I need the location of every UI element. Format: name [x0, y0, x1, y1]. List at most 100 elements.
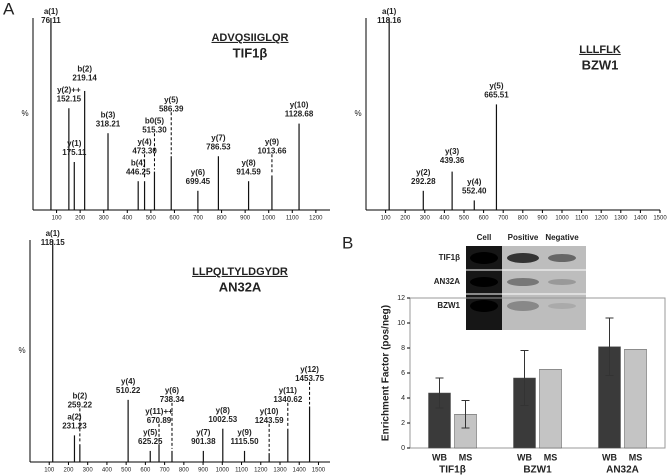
peak-mz: 231.23: [62, 421, 87, 430]
peak-mz: 1340.62: [273, 395, 302, 404]
peak-name: y(7): [196, 428, 211, 437]
x-tick-label: 500: [121, 468, 132, 474]
x-tick-label: 700: [498, 216, 509, 222]
x-tick-label: 700: [193, 216, 204, 222]
y-tick-label: 2: [401, 420, 405, 427]
x-tick-label: 300: [83, 468, 94, 474]
peak-name: y(4): [121, 377, 136, 386]
peak-mz: 446.25: [126, 167, 151, 176]
peak-mz: 118.16: [377, 16, 402, 25]
blot-row: AN32A: [434, 277, 460, 286]
panel-label: B: [342, 233, 353, 252]
x-tick-label: 900: [198, 468, 209, 474]
x-tick-label: 100: [381, 216, 392, 222]
protein: BZW1: [582, 57, 619, 72]
peak-mz: 1013.66: [257, 146, 286, 155]
x-tick-label: 1200: [254, 468, 268, 474]
blot-row: BZW1: [437, 301, 460, 310]
peak-name: y(4): [467, 178, 482, 187]
x-tick-label: 800: [518, 216, 529, 222]
x-tick-label: 1100: [235, 468, 249, 474]
peak-name: y(5): [143, 428, 158, 437]
x-tick-label: 100: [44, 468, 55, 474]
peak-mz: 473.30: [132, 146, 157, 155]
x-tick-label: 300: [99, 216, 110, 222]
peak-mz: 1453.75: [295, 374, 324, 383]
y-axis-label: %: [18, 346, 25, 355]
series-label: MS: [629, 452, 643, 462]
x-tick-label: 600: [140, 468, 151, 474]
blot-image: [466, 246, 586, 330]
x-tick-label: 200: [63, 468, 74, 474]
peptide: LLLFLK: [579, 44, 621, 56]
x-tick-label: 600: [479, 216, 490, 222]
x-tick-label: 1200: [595, 216, 609, 222]
x-tick-label: 1400: [293, 468, 307, 474]
x-tick-label: 1100: [575, 216, 589, 222]
x-tick-label: 800: [179, 468, 190, 474]
peak-name: y(10): [290, 101, 309, 110]
peptide: ADVQSIIGLQR: [211, 32, 288, 44]
x-tick-label: 1300: [614, 216, 628, 222]
x-tick-label: 1500: [312, 468, 326, 474]
y-axis-label: %: [354, 109, 361, 118]
x-tick-label: 1200: [309, 216, 323, 222]
x-tick-label: 400: [102, 468, 113, 474]
peak-mz: 738.34: [160, 395, 185, 404]
peak-mz: 219.14: [72, 73, 97, 82]
x-tick-label: 500: [146, 216, 157, 222]
peak-mz: 1128.68: [285, 110, 314, 119]
peak-name: y(3): [445, 147, 460, 156]
x-tick-label: AN32A: [606, 465, 639, 476]
peak-name: a(2): [67, 412, 82, 421]
y-axis-label: %: [21, 109, 28, 118]
x-tick-label: 300: [420, 216, 431, 222]
peak-mz: 510.22: [116, 386, 141, 395]
peak-name: a(1): [382, 7, 397, 16]
x-tick-label: 1000: [262, 216, 276, 222]
x-tick-label: 700: [160, 468, 171, 474]
peak-name: y(8): [241, 158, 256, 167]
blot-row: TIF1β: [439, 253, 460, 262]
peak-name: y(11)++: [145, 407, 173, 416]
peak-mz: 515.30: [142, 125, 167, 134]
peak-name: b(2): [73, 391, 88, 400]
peak-name: b0(5): [145, 116, 164, 125]
y-axis-label: Enrichment Factor (pos/neg): [381, 305, 392, 441]
x-tick-label: TIF1β: [439, 465, 466, 476]
peak-mz: 76.11: [41, 16, 61, 25]
panel-label: A: [3, 0, 15, 18]
peak-mz: 552.40: [462, 187, 487, 196]
peak-name: y(7): [211, 133, 226, 142]
x-tick-label: 200: [400, 216, 411, 222]
peak-mz: 914.59: [236, 167, 261, 176]
x-tick-label: 1000: [216, 468, 230, 474]
x-tick-label: 1400: [634, 216, 648, 222]
peak-mz: 292.28: [411, 177, 436, 186]
peak-name: y(1): [67, 139, 82, 148]
x-tick-label: 1300: [273, 468, 287, 474]
peak-mz: 1002.53: [208, 415, 237, 424]
peak-mz: 318.21: [96, 119, 121, 128]
peak-mz: 1243.59: [255, 416, 284, 425]
peak-name: y(11): [279, 386, 298, 395]
peak-name: y(4): [137, 137, 152, 146]
x-tick-label: 100: [52, 216, 63, 222]
x-tick-label: 1500: [653, 216, 667, 222]
y-tick-label: 0: [401, 445, 405, 452]
peak-name: y(6): [165, 386, 180, 395]
x-tick-label: 500: [459, 216, 470, 222]
x-tick-label: 600: [169, 216, 180, 222]
peak-name: y(9): [265, 137, 280, 146]
x-tick-label: BZW1: [523, 465, 552, 476]
y-tick-label: 6: [401, 370, 405, 377]
peak-name: b(2): [77, 64, 92, 73]
protein: AN32A: [219, 279, 262, 294]
blot-column: Negative: [545, 233, 579, 242]
x-tick-label: 1100: [286, 216, 300, 222]
blot-column: Positive: [508, 233, 539, 242]
peak-mz: 439.36: [440, 156, 465, 165]
peak-mz: 670.89: [147, 416, 172, 425]
peptide: LLPQLTYLDGYDR: [192, 266, 288, 278]
y-tick-label: 12: [397, 295, 405, 302]
